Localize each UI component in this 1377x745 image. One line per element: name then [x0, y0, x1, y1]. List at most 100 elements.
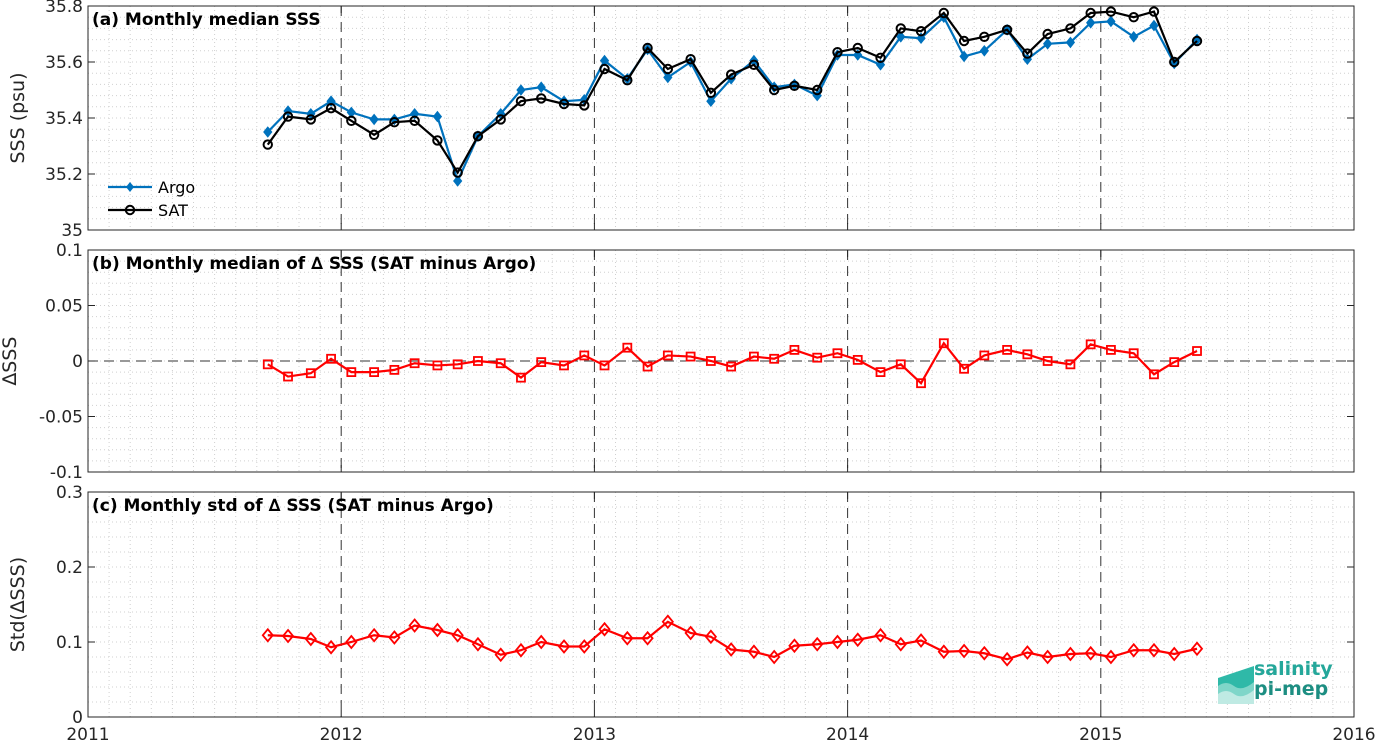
data-point: [578, 639, 591, 654]
y-tick-label: 0.3: [56, 483, 83, 503]
data-point: [1022, 48, 1033, 59]
series-line: [266, 10, 1198, 175]
data-point: [894, 636, 907, 652]
data-point: [409, 358, 420, 369]
data-point: [1148, 6, 1160, 17]
legend: Argo SAT: [108, 178, 195, 220]
legend-label: Argo: [158, 178, 195, 197]
data-point: [959, 50, 969, 63]
data-point: [324, 639, 338, 655]
data-point: [1169, 357, 1180, 368]
data-point: [514, 642, 528, 658]
data-point: [389, 364, 400, 375]
data-point: [263, 126, 273, 138]
data-point: [1127, 642, 1140, 658]
y-tick-label: 0.05: [45, 297, 83, 317]
data-point: [325, 103, 337, 114]
data-point: [768, 649, 781, 665]
y-tick-label: 35.2: [45, 165, 83, 185]
data-point: [452, 359, 463, 370]
data-point: [1085, 7, 1096, 19]
data-point: [1085, 339, 1096, 350]
data-point: [495, 114, 506, 125]
data-point: [663, 71, 673, 84]
data-point: [431, 622, 444, 638]
data-point: [451, 627, 464, 643]
data-point: [621, 630, 634, 646]
data-point: [262, 139, 273, 150]
data-point: [979, 44, 989, 57]
legend-label: SAT: [158, 201, 188, 220]
data-point: [938, 7, 950, 19]
data-point: [536, 81, 546, 94]
data-point: [1149, 369, 1159, 380]
data-point: [685, 351, 696, 362]
data-point: [1149, 19, 1159, 32]
data-point: [979, 350, 990, 361]
data-point: [769, 353, 780, 364]
data-point: [1065, 359, 1076, 370]
data-point: [515, 96, 527, 107]
data-point: [1128, 12, 1139, 23]
data-point: [1042, 356, 1053, 366]
salinity-pi-mep-logo: salinity pi-mep: [1216, 658, 1346, 706]
x-tick-label: 2015: [1079, 725, 1122, 745]
data-point: [915, 26, 927, 37]
data-point: [724, 642, 738, 657]
data-point: [598, 621, 611, 637]
data-point: [832, 47, 843, 58]
data-point: [432, 110, 443, 123]
x-tick-label: 2014: [826, 725, 869, 745]
x-tick-label: 2011: [66, 725, 109, 745]
data-point: [432, 135, 443, 146]
data-point: [432, 360, 443, 371]
axes-frame: [87, 491, 1355, 718]
data-point: [705, 356, 716, 366]
series-line: [267, 341, 1198, 385]
data-point: [938, 338, 949, 349]
data-point: [1064, 646, 1077, 662]
logo-text-pi-mep: pi-mep: [1254, 678, 1329, 700]
data-point: [641, 630, 654, 646]
data-point: [1104, 649, 1118, 665]
data-point: [599, 63, 610, 75]
data-point: [495, 358, 506, 369]
data-point: [1065, 23, 1076, 34]
data-point: [768, 84, 780, 96]
data-point: [789, 80, 800, 92]
data-point: [852, 42, 863, 54]
data-point: [662, 63, 674, 75]
data-point: [958, 35, 970, 47]
data-point: [1086, 16, 1096, 29]
data-point: [832, 348, 843, 359]
data-point: [875, 367, 886, 378]
data-point: [1191, 35, 1203, 47]
data-point: [914, 633, 928, 648]
data-point: [304, 631, 317, 647]
panel-title: (b) Monthly median of ∆ SSS (SAT minus A…: [92, 254, 536, 274]
data-point: [283, 371, 293, 382]
data-point: [281, 628, 295, 644]
data-point: [957, 643, 971, 659]
data-point: [706, 95, 716, 108]
y-tick-label: 0.1: [56, 633, 83, 653]
data-point: [812, 84, 823, 96]
data-point: [642, 361, 653, 372]
panel-a: 35 35.2 35.4 35.6 35.8 SSS (psu) (a) Monthly m…: [7, 0, 1355, 241]
data-point: [516, 372, 526, 383]
y-tick-label: 35.8: [45, 0, 83, 17]
y-tick-label: 35.6: [45, 53, 83, 73]
data-point: [685, 54, 696, 65]
data-point: [494, 647, 507, 663]
data-point: [536, 93, 547, 104]
data-point: [1129, 30, 1139, 43]
data-point: [851, 632, 864, 648]
data-point: [1065, 36, 1076, 49]
data-point: [622, 75, 633, 86]
data-point: [1192, 346, 1202, 356]
data-point: [622, 342, 633, 353]
y-tick-label: 35: [61, 221, 83, 241]
data-point: [916, 378, 926, 389]
data-point: [453, 175, 463, 187]
data-point: [535, 634, 548, 650]
